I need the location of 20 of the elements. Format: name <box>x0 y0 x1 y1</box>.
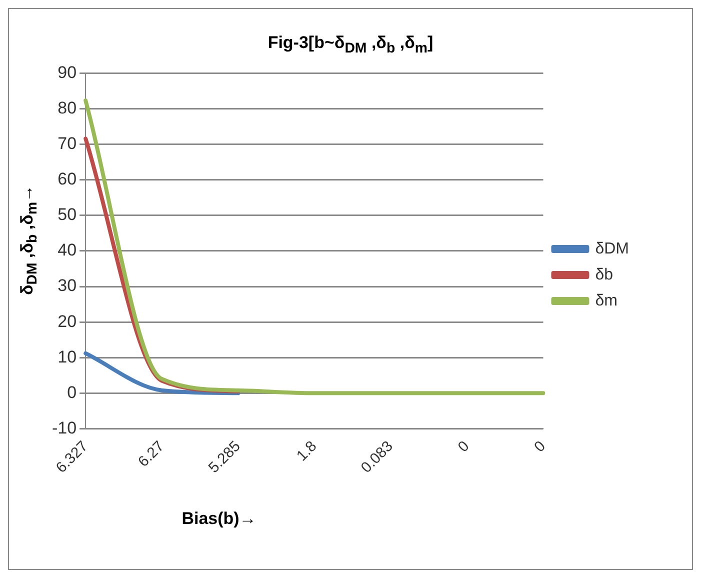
x-tick-label: 0 <box>531 438 549 456</box>
legend-label: δb <box>595 266 614 284</box>
y-tick-label: 30 <box>58 276 77 296</box>
y-tick-label: 20 <box>58 312 77 332</box>
legend-label: δm <box>595 292 618 310</box>
y-tick-label: 70 <box>58 134 77 154</box>
x-tick-label: 0 <box>454 438 473 456</box>
y-tick-label: 90 <box>58 63 77 82</box>
line-series <box>84 98 546 396</box>
y-tick-label: 60 <box>58 170 77 189</box>
x-axis-title: Bias(b)→ <box>180 509 258 529</box>
y-tick-label: 80 <box>58 98 77 118</box>
y-tick-label: 0 <box>67 383 77 402</box>
y-tick-label: 50 <box>58 205 77 224</box>
chart-title: Fig-3[b~δ$_{DM}$ ,δ$_{b}$ ,δ$_{m}$] <box>266 33 434 56</box>
y-tick-label: 40 <box>58 241 77 260</box>
legend-label: δDM <box>595 240 630 258</box>
x-tick-label: 1.8 <box>293 438 320 465</box>
y-tick-label: 10 <box>58 348 77 367</box>
y-tick-label: -10 <box>52 418 77 438</box>
